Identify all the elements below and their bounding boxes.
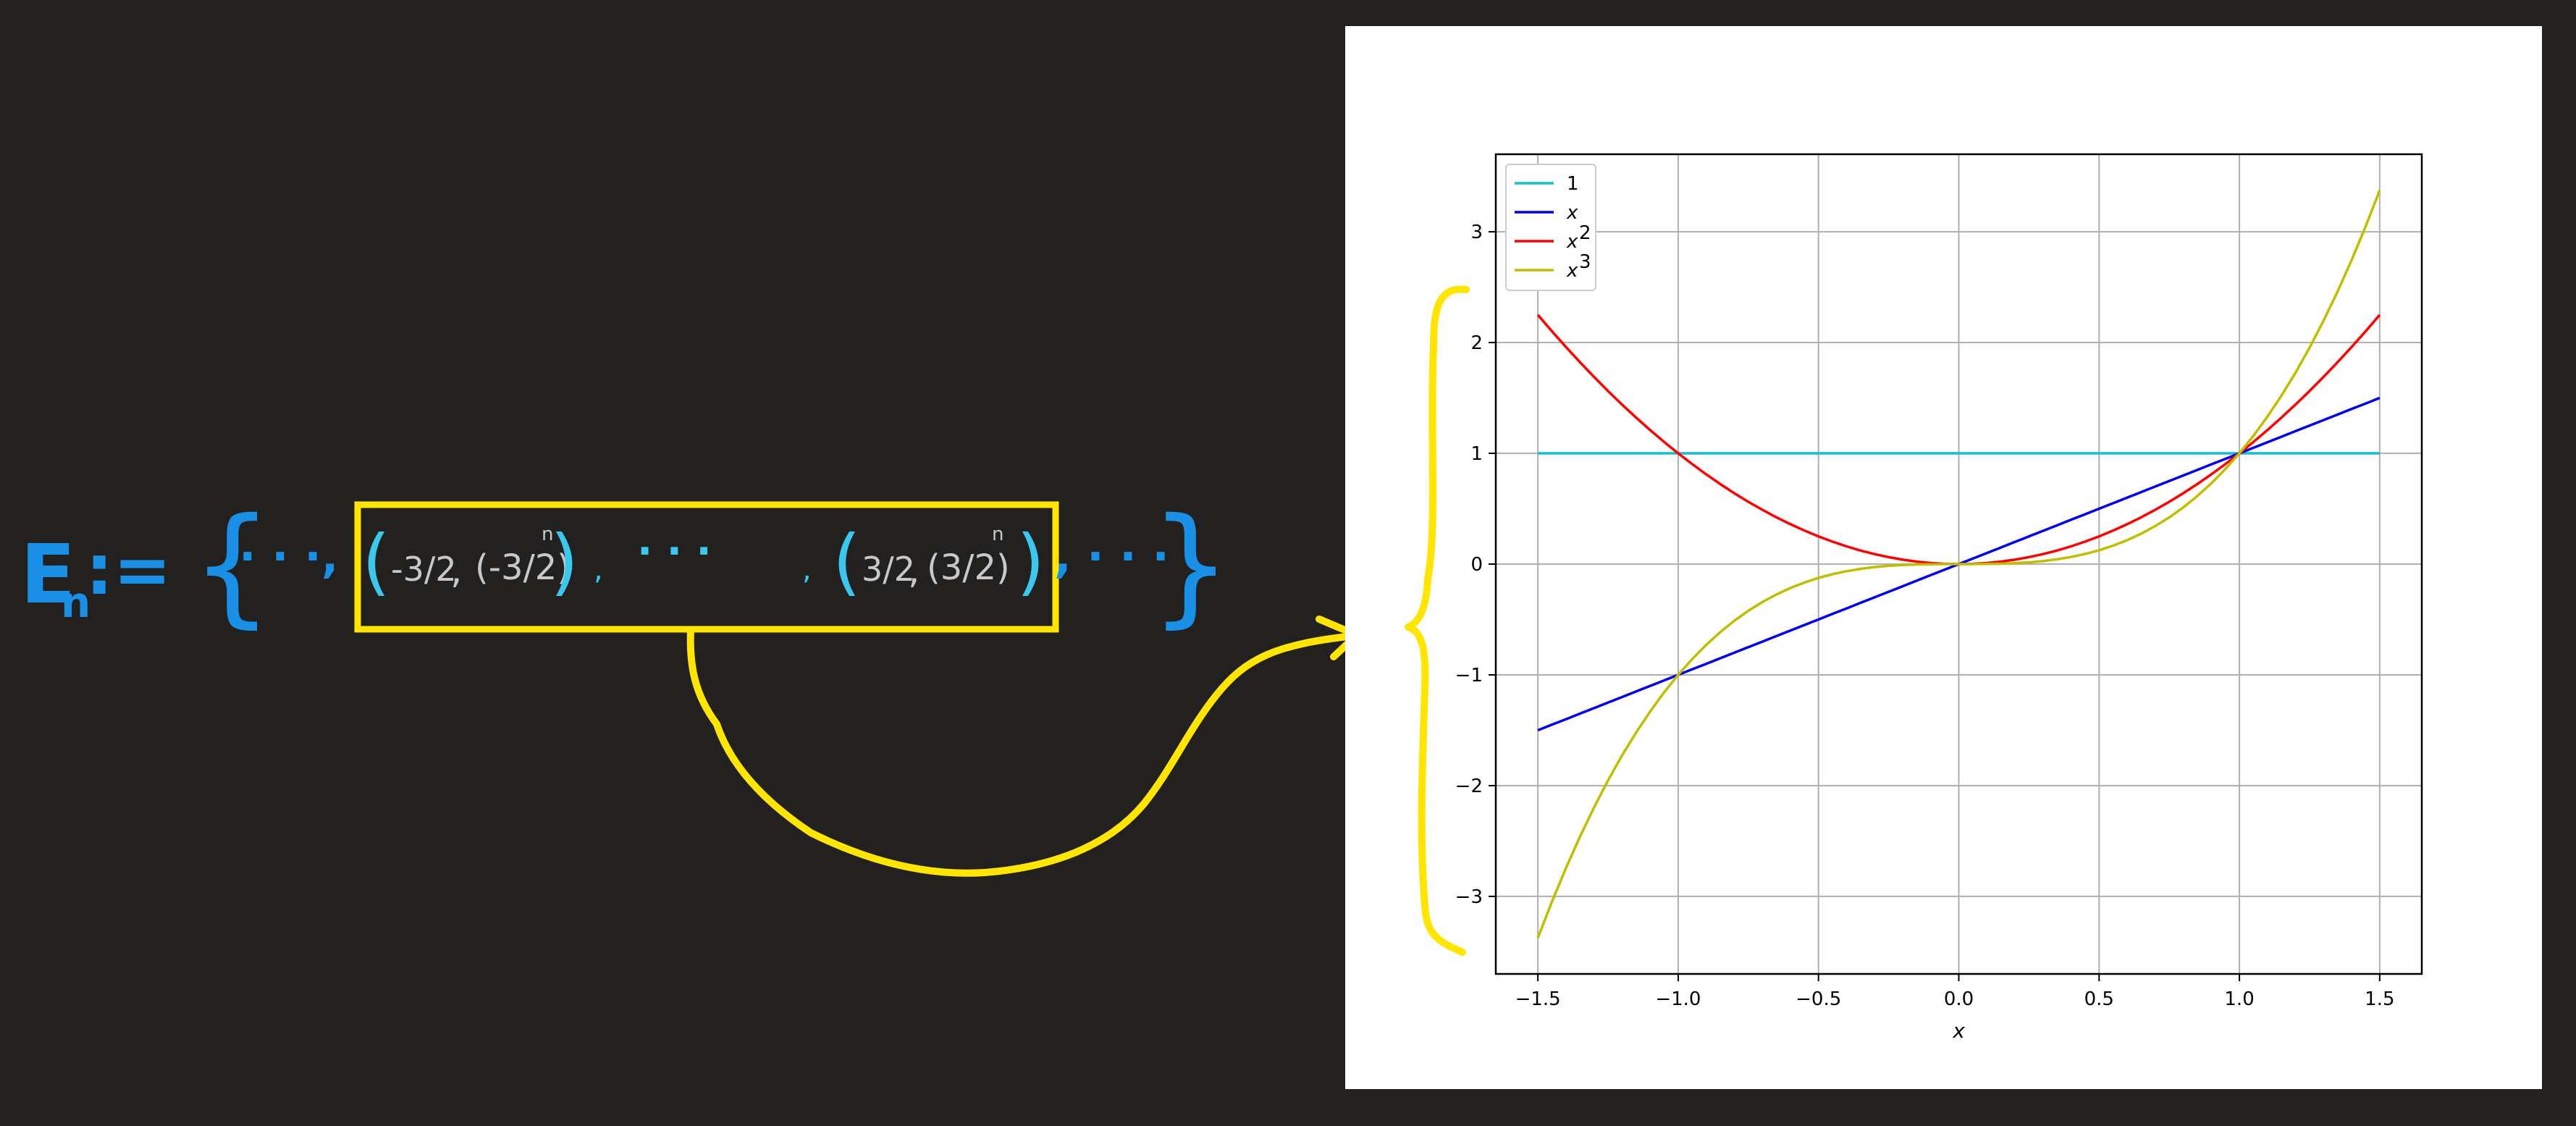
- middle-comma-2: ,: [802, 553, 812, 587]
- legend-label: x: [1566, 202, 1578, 224]
- x-tick-label: 1.0: [2224, 988, 2254, 1010]
- legend-label-exponent: 2: [1579, 222, 1591, 244]
- y-tick-label: 0: [1470, 554, 1483, 576]
- element-1-exponent: n: [542, 524, 553, 545]
- x-tick-label: −1.5: [1515, 988, 1561, 1010]
- element-2-close-paren: ): [1016, 519, 1045, 604]
- element-1-open-paren: (: [362, 519, 390, 604]
- legend-label: 1: [1567, 173, 1579, 195]
- middle-ellipsis: · · ·: [637, 528, 712, 575]
- middle-comma-1: ,: [594, 553, 603, 587]
- x-tick-label: −1.0: [1655, 988, 1701, 1010]
- element-1-y: (-3/2): [475, 547, 571, 588]
- element-1-x: -3/2: [391, 550, 457, 589]
- legend-label: x: [1566, 231, 1578, 253]
- y-tick-label: −2: [1455, 776, 1483, 797]
- legend-label-exponent: 3: [1579, 251, 1591, 273]
- set-subscript: n: [61, 578, 91, 627]
- x-axis-label: x: [1952, 1019, 1965, 1043]
- x-tick-label: 1.5: [2365, 988, 2394, 1010]
- legend-box: [1505, 164, 1596, 291]
- define-symbol: :=: [85, 529, 172, 610]
- y-tick-label: 3: [1470, 222, 1483, 243]
- set-name: E: [20, 528, 76, 622]
- trailing-ellipsis: , · · ·: [1054, 530, 1169, 583]
- legend-label: x: [1566, 260, 1578, 282]
- set-definition: E n := { · · ·, ( -3/2 , (-3/2) n ) , · …: [20, 490, 1232, 640]
- highlight-box: [354, 501, 1059, 633]
- series-line-x3: [1536, 190, 2381, 938]
- left-brace: {: [191, 490, 273, 640]
- mapping-arrow: [686, 615, 1360, 877]
- x-tick-label: 0.5: [2084, 988, 2114, 1010]
- element-2-comma: ,: [908, 549, 920, 592]
- element-2-x: 3/2: [862, 550, 915, 589]
- element-2-exponent: n: [992, 524, 1003, 545]
- leading-ellipsis: · · ·,: [239, 530, 338, 583]
- x-tick-label: 0.0: [1944, 988, 1974, 1010]
- arrow-curve: [686, 627, 1358, 877]
- y-tick-label: −3: [1455, 886, 1483, 908]
- y-tick-label: −1: [1455, 665, 1483, 686]
- element-2-y: (3/2): [927, 547, 1010, 588]
- element-2-open-paren: (: [833, 519, 861, 604]
- y-tick-label: 1: [1470, 443, 1483, 465]
- plot-brace: [1405, 285, 1470, 956]
- element-1-close-paren: ): [550, 519, 578, 604]
- y-tick-label: 2: [1470, 332, 1483, 354]
- x-tick-label: −0.5: [1796, 988, 1841, 1010]
- element-1-comma: ,: [450, 549, 463, 592]
- right-brace: }: [1150, 490, 1232, 640]
